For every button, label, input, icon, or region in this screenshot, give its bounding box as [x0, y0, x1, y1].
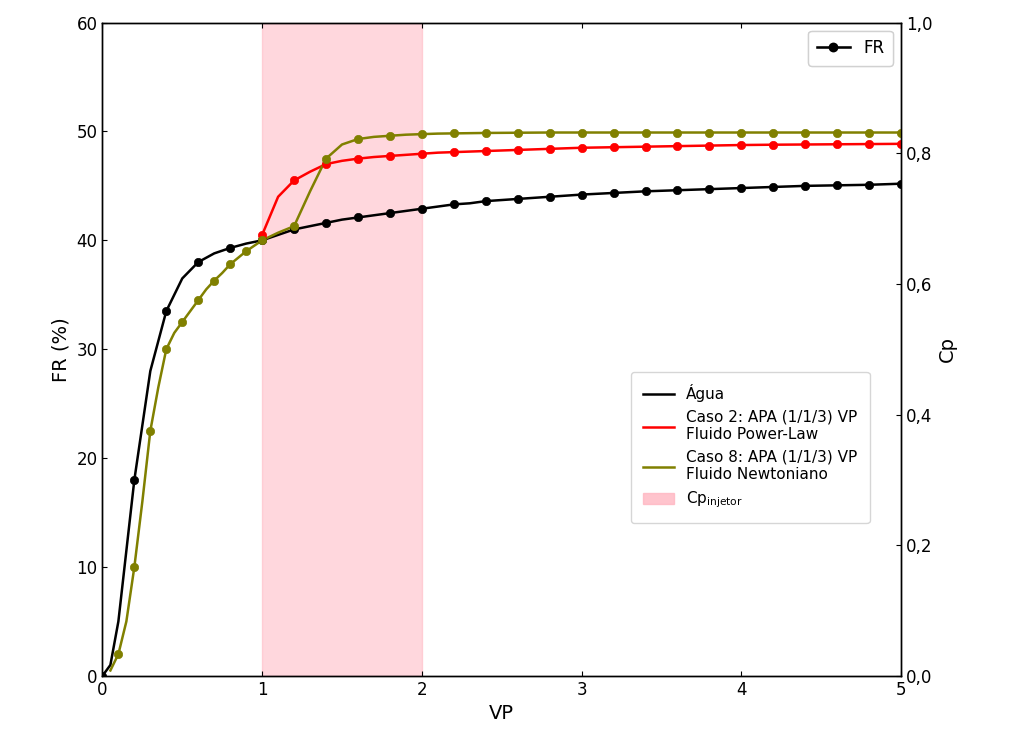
Y-axis label: Cp: Cp: [938, 336, 957, 362]
Legend: Água, Caso 2: APA (1/1/3) VP
Fluido Power-Law, Caso 8: APA (1/1/3) VP
Fluido New: Água, Caso 2: APA (1/1/3) VP Fluido Powe…: [631, 372, 869, 523]
Legend: FR: FR: [808, 31, 893, 65]
X-axis label: VP: VP: [489, 704, 514, 723]
Y-axis label: FR (%): FR (%): [52, 317, 71, 382]
Bar: [262, 23, 422, 676]
